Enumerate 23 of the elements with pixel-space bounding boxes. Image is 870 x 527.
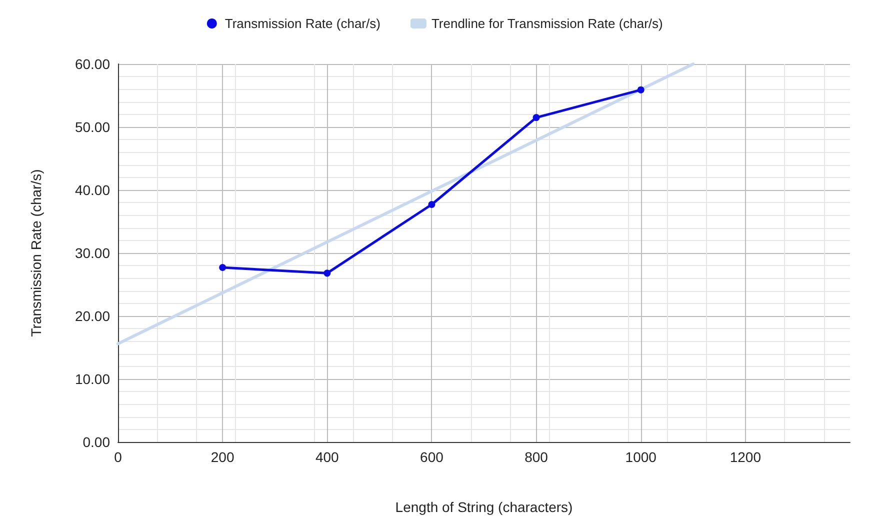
point	[532, 114, 540, 122]
x-tick-label: 400	[315, 449, 340, 465]
y-tick-label: 0.00	[82, 434, 110, 450]
y-tick-label: 40.00	[74, 182, 110, 198]
x-tick-label: 0	[114, 449, 122, 465]
point	[219, 264, 226, 271]
y-tick-label: 50.00	[74, 119, 110, 135]
x-axis-title: Length of String (characters)	[395, 499, 573, 515]
point	[637, 86, 644, 94]
x-tick-label: 1000	[625, 449, 657, 465]
y-tick-label: 60.00	[74, 56, 110, 72]
x-tick-label: 800	[524, 449, 548, 465]
point	[324, 270, 331, 277]
y-tick-label: 10.00	[74, 371, 110, 387]
x-tick-label: 600	[420, 449, 444, 465]
x-tick-label: 200	[210, 449, 234, 465]
legend-label: Transmission Rate (char/s)	[224, 16, 380, 31]
x-tick-label: 1200	[730, 449, 762, 465]
y-tick-label: 30.00	[74, 245, 110, 261]
legend-label: Trendline for Transmission Rate (char/s)	[431, 16, 663, 31]
point	[428, 200, 436, 208]
y-axis-title: Transmission Rate (char/s)	[28, 169, 44, 337]
y-tick-label: 20.00	[74, 308, 110, 324]
